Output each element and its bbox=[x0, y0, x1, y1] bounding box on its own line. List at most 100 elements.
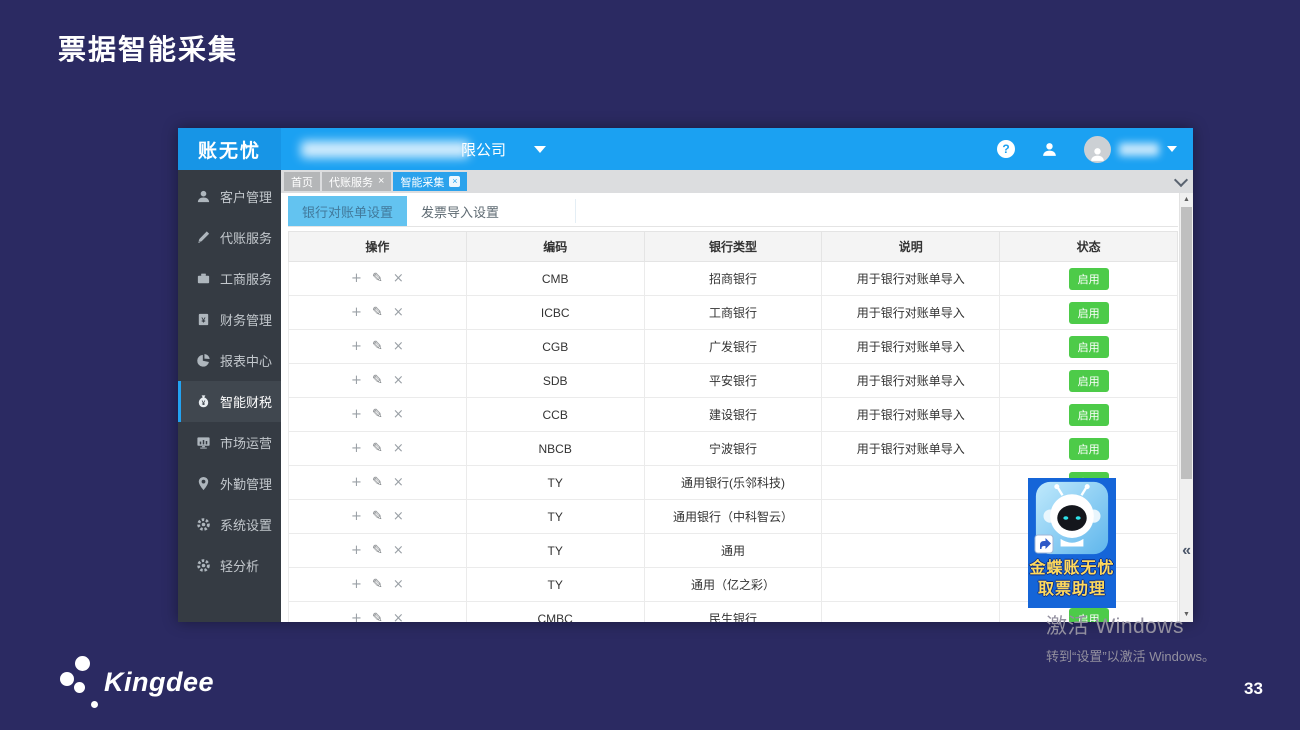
delete-icon[interactable]: × bbox=[392, 441, 404, 456]
delete-icon[interactable]: × bbox=[392, 475, 404, 490]
cell-bank: 广发银行 bbox=[643, 329, 823, 364]
scrollbar[interactable]: ▲ ▼ bbox=[1179, 193, 1193, 622]
user-icon[interactable] bbox=[1041, 141, 1058, 158]
add-icon[interactable]: + bbox=[351, 475, 362, 490]
status-badge[interactable]: 启用 bbox=[1068, 403, 1109, 426]
collapse-panel-icon[interactable]: « bbox=[1182, 542, 1191, 559]
scrollbar-thumb[interactable] bbox=[1181, 207, 1192, 479]
sidebar-item-bookkeeping[interactable]: 代账服务 bbox=[178, 217, 281, 258]
edit-icon[interactable]: ✎ bbox=[371, 509, 383, 524]
delete-icon[interactable]: × bbox=[392, 373, 404, 388]
close-icon[interactable]: × bbox=[378, 175, 385, 187]
edit-icon[interactable]: ✎ bbox=[371, 577, 383, 592]
edit-icon[interactable]: ✎ bbox=[371, 543, 383, 558]
sidebar-item-business-service[interactable]: 工商服务 bbox=[178, 258, 281, 299]
cell-desc bbox=[821, 533, 1001, 568]
scroll-up-icon[interactable]: ▲ bbox=[1183, 196, 1190, 203]
cell-bank: 通用银行（中科智云） bbox=[643, 499, 823, 534]
watermark-title: 激活 Windows bbox=[1046, 615, 1185, 638]
delete-icon[interactable]: × bbox=[392, 305, 404, 320]
gear-icon bbox=[197, 559, 210, 572]
col-operations: 操作 bbox=[288, 231, 467, 262]
gear-icon bbox=[197, 518, 210, 531]
add-icon[interactable]: + bbox=[351, 407, 362, 422]
scroll-down-icon[interactable]: ▼ bbox=[1183, 611, 1190, 618]
shortcut-label-line1: 金蝶账无忧 bbox=[1029, 560, 1115, 577]
tab-bookkeeping-service[interactable]: 代账服务 × bbox=[322, 172, 392, 191]
close-icon[interactable]: × bbox=[449, 176, 461, 187]
chevron-down-icon[interactable] bbox=[1173, 172, 1189, 187]
logo-dot bbox=[75, 656, 90, 671]
sidebar-item-label: 报表中心 bbox=[220, 354, 273, 369]
user-menu[interactable] bbox=[1084, 135, 1177, 163]
table-row: + ✎ × CMB 招商银行 用于银行对账单导入 启用 bbox=[288, 261, 1178, 296]
cell-bank: 工商银行 bbox=[643, 295, 823, 330]
cell-code: TY bbox=[465, 567, 645, 602]
add-icon[interactable]: + bbox=[351, 441, 362, 456]
add-icon[interactable]: + bbox=[351, 611, 362, 622]
delete-icon[interactable]: × bbox=[392, 407, 404, 422]
edit-icon[interactable]: ✎ bbox=[371, 373, 383, 388]
edit-icon[interactable]: ✎ bbox=[371, 611, 383, 622]
add-icon[interactable]: + bbox=[351, 271, 362, 286]
delete-icon[interactable]: × bbox=[392, 543, 404, 558]
sidebar-item-market-operation[interactable]: 市场运营 bbox=[178, 422, 281, 463]
status-badge[interactable]: 启用 bbox=[1068, 267, 1109, 290]
delete-icon[interactable]: × bbox=[392, 271, 404, 286]
add-icon[interactable]: + bbox=[351, 373, 362, 388]
status-badge[interactable]: 启用 bbox=[1068, 369, 1109, 392]
cell-code: CMB bbox=[465, 261, 645, 296]
subtab-invoice-import-settings[interactable]: 发票导入设置 bbox=[421, 204, 500, 220]
status-badge[interactable]: 启用 bbox=[1068, 437, 1109, 460]
avatar bbox=[1084, 135, 1111, 163]
cell-code: CGB bbox=[465, 329, 645, 364]
bank-settings-table: 操作 编码 银行类型 说明 状态 + ✎ × CMB 招商银行 用于银行对账单导入 … bbox=[288, 231, 1178, 622]
delete-icon[interactable]: × bbox=[392, 339, 404, 354]
sidebar-item-label: 轻分析 bbox=[220, 559, 260, 574]
edit-icon[interactable]: ✎ bbox=[371, 407, 383, 422]
username-redacted bbox=[1119, 142, 1159, 156]
sidebar-item-system-settings[interactable]: 系统设置 bbox=[178, 504, 281, 545]
delete-icon[interactable]: × bbox=[392, 509, 404, 524]
subtab-bank-statement-settings[interactable]: 银行对账单设置 bbox=[288, 196, 408, 226]
edit-icon[interactable]: ✎ bbox=[371, 305, 383, 320]
edit-icon[interactable]: ✎ bbox=[371, 475, 383, 490]
sidebar-item-smart-tax[interactable]: ¥ 智能财税 bbox=[178, 381, 281, 422]
cell-desc: 用于银行对账单导入 bbox=[821, 329, 1001, 364]
add-icon[interactable]: + bbox=[351, 543, 362, 558]
status-badge[interactable]: 启用 bbox=[1068, 607, 1109, 622]
add-icon[interactable]: + bbox=[351, 509, 362, 524]
windows-activation-watermark: 激活 Windows 转到“设置”以激活 Windows。 bbox=[1046, 610, 1215, 665]
tab-home[interactable]: 首页 bbox=[284, 172, 320, 191]
sidebar-item-report-center[interactable]: 报表中心 bbox=[178, 340, 281, 381]
sidebar-item-label: 财务管理 bbox=[220, 313, 273, 328]
sidebar: 客户管理 代账服务 工商服务 ¥ 财务管理 报表中心 ¥ 智能财税 bbox=[178, 170, 281, 622]
tab-smart-collection[interactable]: 智能采集 × bbox=[393, 172, 468, 191]
table-row: + ✎ × SDB 平安银行 用于银行对账单导入 启用 bbox=[288, 363, 1178, 398]
cell-code: TY bbox=[465, 465, 645, 500]
edit-icon[interactable]: ✎ bbox=[371, 441, 383, 456]
sidebar-item-finance-mgmt[interactable]: ¥ 财务管理 bbox=[178, 299, 281, 340]
add-icon[interactable]: + bbox=[351, 339, 362, 354]
edit-icon[interactable]: ✎ bbox=[371, 271, 383, 286]
sidebar-item-light-analysis[interactable]: 轻分析 bbox=[178, 545, 281, 586]
add-icon[interactable]: + bbox=[351, 577, 362, 592]
edit-icon[interactable]: ✎ bbox=[371, 339, 383, 354]
col-description: 说明 bbox=[821, 231, 1001, 262]
delete-icon[interactable]: × bbox=[392, 611, 404, 622]
status-badge[interactable]: 启用 bbox=[1068, 335, 1109, 358]
page-number: 33 bbox=[1244, 679, 1263, 698]
help-icon[interactable]: ? bbox=[997, 140, 1015, 158]
company-selector[interactable]: 限公司 bbox=[301, 139, 547, 160]
shortcut-arrow-badge bbox=[1034, 534, 1054, 554]
sidebar-item-label: 客户管理 bbox=[220, 190, 273, 205]
sidebar-item-customer-mgmt[interactable]: 客户管理 bbox=[178, 176, 281, 217]
cell-desc: 用于银行对账单导入 bbox=[821, 397, 1001, 432]
delete-icon[interactable]: × bbox=[392, 577, 404, 592]
status-badge[interactable]: 启用 bbox=[1068, 301, 1109, 324]
add-icon[interactable]: + bbox=[351, 305, 362, 320]
desktop-shortcut[interactable]: 金蝶账无忧 取票助理 bbox=[1028, 478, 1116, 608]
app-logo: 账无忧 bbox=[178, 128, 281, 170]
pie-chart-icon bbox=[197, 353, 210, 367]
sidebar-item-field-mgmt[interactable]: 外勤管理 bbox=[178, 463, 281, 504]
